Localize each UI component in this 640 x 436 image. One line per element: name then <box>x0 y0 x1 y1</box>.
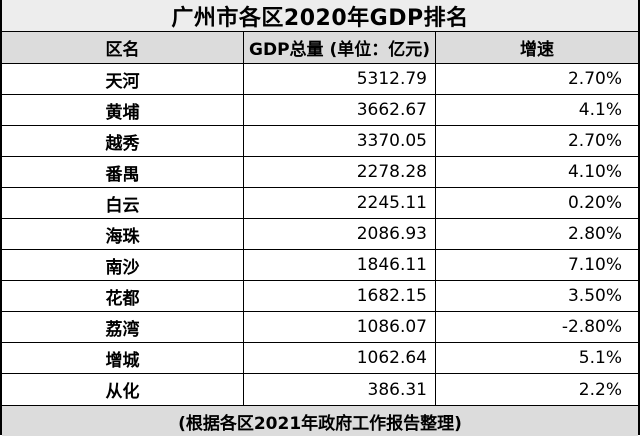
district-cell: 从化 <box>2 374 244 405</box>
table-row: 荔湾 1086.07 -2.80% <box>2 312 638 343</box>
table-row: 花都 1682.15 3.50% <box>2 281 638 312</box>
table-title: 广州市各区2020年GDP排名 <box>171 5 469 31</box>
growth-cell: 7.10% <box>567 255 622 275</box>
district-cell: 白云 <box>2 188 244 218</box>
gdp-cell: 1846.11 <box>244 250 436 280</box>
table-row: 海珠 2086.93 2.80% <box>2 219 638 250</box>
district-cell: 番禺 <box>2 157 244 187</box>
district-cell: 天河 <box>2 64 244 94</box>
growth-cell: 4.1% <box>578 100 622 120</box>
gdp-cell: 1062.64 <box>244 343 436 373</box>
table-row: 白云 2245.11 0.20% <box>2 188 638 219</box>
district-cell: 增城 <box>2 343 244 373</box>
gdp-cell: 3662.67 <box>244 95 436 125</box>
district-cell: 荔湾 <box>2 312 244 342</box>
table-row: 南沙 1846.11 7.10% <box>2 250 638 281</box>
growth-cell: 0.20% <box>567 193 622 213</box>
growth-cell: 2.70% <box>567 69 622 89</box>
table-row: 从化 386.31 2.2% <box>2 374 638 406</box>
growth-cell: 5.1% <box>578 348 622 368</box>
district-cell: 花都 <box>2 281 244 311</box>
gdp-cell: 2245.11 <box>244 188 436 218</box>
growth-cell: -2.80% <box>561 317 622 337</box>
gdp-cell: 5312.79 <box>244 64 436 94</box>
growth-cell: 4.10% <box>567 162 622 182</box>
growth-cell: 2.2% <box>578 379 622 400</box>
table-row: 越秀 3370.05 2.70% <box>2 126 638 157</box>
table-row: 增城 1062.64 5.1% <box>2 343 638 374</box>
growth-cell: 3.50% <box>567 286 622 306</box>
table-title-row: 广州市各区2020年GDP排名 <box>2 0 638 32</box>
gdp-cell: 3370.05 <box>244 126 436 156</box>
district-cell: 越秀 <box>2 126 244 156</box>
growth-cell: 2.80% <box>567 224 622 244</box>
header-district: 区名 <box>2 32 244 63</box>
table-footer-row: (根据各区2021年政府工作报告整理) <box>2 406 638 436</box>
table-row: 黄埔 3662.67 4.1% <box>2 95 638 126</box>
gdp-cell: 2278.28 <box>244 157 436 187</box>
table-row: 天河 5312.79 2.70% <box>2 64 638 95</box>
table-row: 番禺 2278.28 4.10% <box>2 157 638 188</box>
source-note: (根据各区2021年政府工作报告整理) <box>178 413 462 434</box>
district-cell: 南沙 <box>2 250 244 280</box>
gdp-cell: 1086.07 <box>244 312 436 342</box>
district-cell: 黄埔 <box>2 95 244 125</box>
gdp-cell: 386.31 <box>244 374 436 405</box>
header-growth: 增速 <box>520 40 554 60</box>
gdp-cell: 1682.15 <box>244 281 436 311</box>
district-cell: 海珠 <box>2 219 244 249</box>
growth-cell: 2.70% <box>567 131 622 151</box>
header-gdp: GDP总量 (单位：亿元) <box>244 32 436 63</box>
gdp-cell: 2086.93 <box>244 219 436 249</box>
table-header-row: 区名 GDP总量 (单位：亿元) 增速 <box>2 32 638 64</box>
